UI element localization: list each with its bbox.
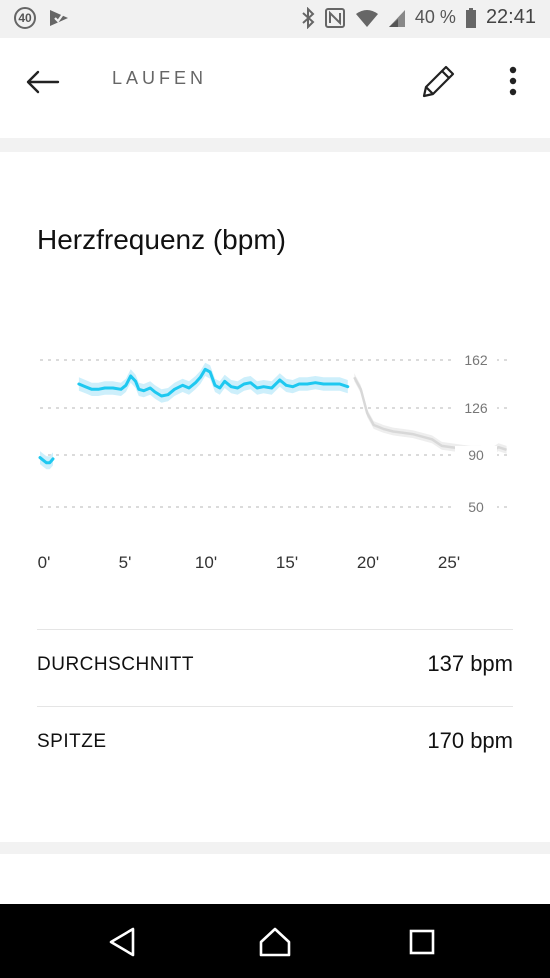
status-left: 40 [14, 7, 70, 29]
next-card [0, 854, 550, 904]
y-tick-label: 90 [468, 447, 484, 463]
x-tick-label: 25' [438, 553, 460, 572]
series-band [40, 451, 53, 470]
clock: 22:41 [485, 6, 536, 28]
nav-back-icon [109, 927, 135, 957]
x-tick-label: 20' [357, 553, 379, 572]
chart-title: Herzfrequenz (bpm) [37, 224, 286, 255]
y-tick-label: 162 [464, 352, 488, 368]
x-axis-ticks: 0' 5' 10' 15' 20' 25' [38, 553, 460, 572]
y-tick-label-bg [455, 399, 497, 417]
stat-label: SPITZE [37, 731, 107, 752]
nfc-icon [324, 7, 345, 28]
stat-row-peak: SPITZE 170 bpm [37, 706, 513, 783]
status-bar: 40 40 % 22:41 [0, 0, 550, 38]
x-tick-label: 5' [119, 553, 132, 572]
back-button[interactable] [24, 66, 62, 98]
bluetooth-icon [302, 6, 315, 29]
heart-rate-card: Herzfrequenz (bpm) 162 126 90 50 0' 5' 10' 15'… [0, 152, 550, 842]
heart-rate-chart: 162 126 90 50 0' 5' 10' 15' 20' 25' [38, 351, 512, 572]
status-right: 40 % 22:41 [301, 6, 536, 29]
chart-band [40, 362, 507, 470]
section-divider [0, 138, 550, 152]
back-arrow-icon [26, 70, 60, 94]
section-divider [0, 842, 550, 854]
more-options-button[interactable] [500, 64, 526, 100]
pencil-icon [422, 65, 455, 98]
y-axis-ticks: 162 126 90 50 [455, 351, 497, 516]
y-tick-label-bg [455, 498, 497, 516]
nav-back-button[interactable] [105, 924, 141, 960]
nav-home-icon [259, 927, 291, 957]
more-vertical-icon [509, 66, 517, 96]
stat-value: 137 bpm [427, 651, 513, 676]
notification-badge-icon: 40 [14, 7, 36, 29]
stat-value: 170 bpm [427, 728, 513, 753]
series-line [38, 456, 55, 465]
stat-row-average: DURCHSCHNITT 137 bpm [37, 629, 513, 706]
nav-home-button[interactable] [257, 924, 293, 960]
x-tick-label: 10' [195, 553, 217, 572]
chart-grid [40, 359, 512, 508]
navigation-bar [0, 904, 550, 978]
stat-label: DURCHSCHNITT [37, 654, 194, 675]
series-line [77, 367, 350, 398]
signal-icon [388, 9, 405, 27]
nav-recents-button[interactable] [404, 924, 440, 960]
wifi-icon [355, 9, 378, 27]
stats-list: DURCHSCHNITT 137 bpm SPITZE 170 bpm [37, 629, 513, 783]
battery-percent: 40 % [414, 7, 456, 27]
edit-button[interactable] [418, 60, 460, 102]
battery-icon [465, 7, 476, 28]
app-bar: LAUFEN [0, 38, 550, 138]
x-tick-label: 0' [38, 553, 51, 572]
y-tick-label-bg [455, 351, 497, 369]
app-check-icon [50, 10, 68, 26]
y-tick-label: 50 [468, 499, 484, 515]
nav-recents-icon [409, 929, 435, 955]
x-tick-label: 15' [276, 553, 298, 572]
y-tick-label-bg [455, 446, 497, 464]
page-title: LAUFEN [112, 68, 208, 88]
y-tick-label: 126 [464, 400, 488, 416]
